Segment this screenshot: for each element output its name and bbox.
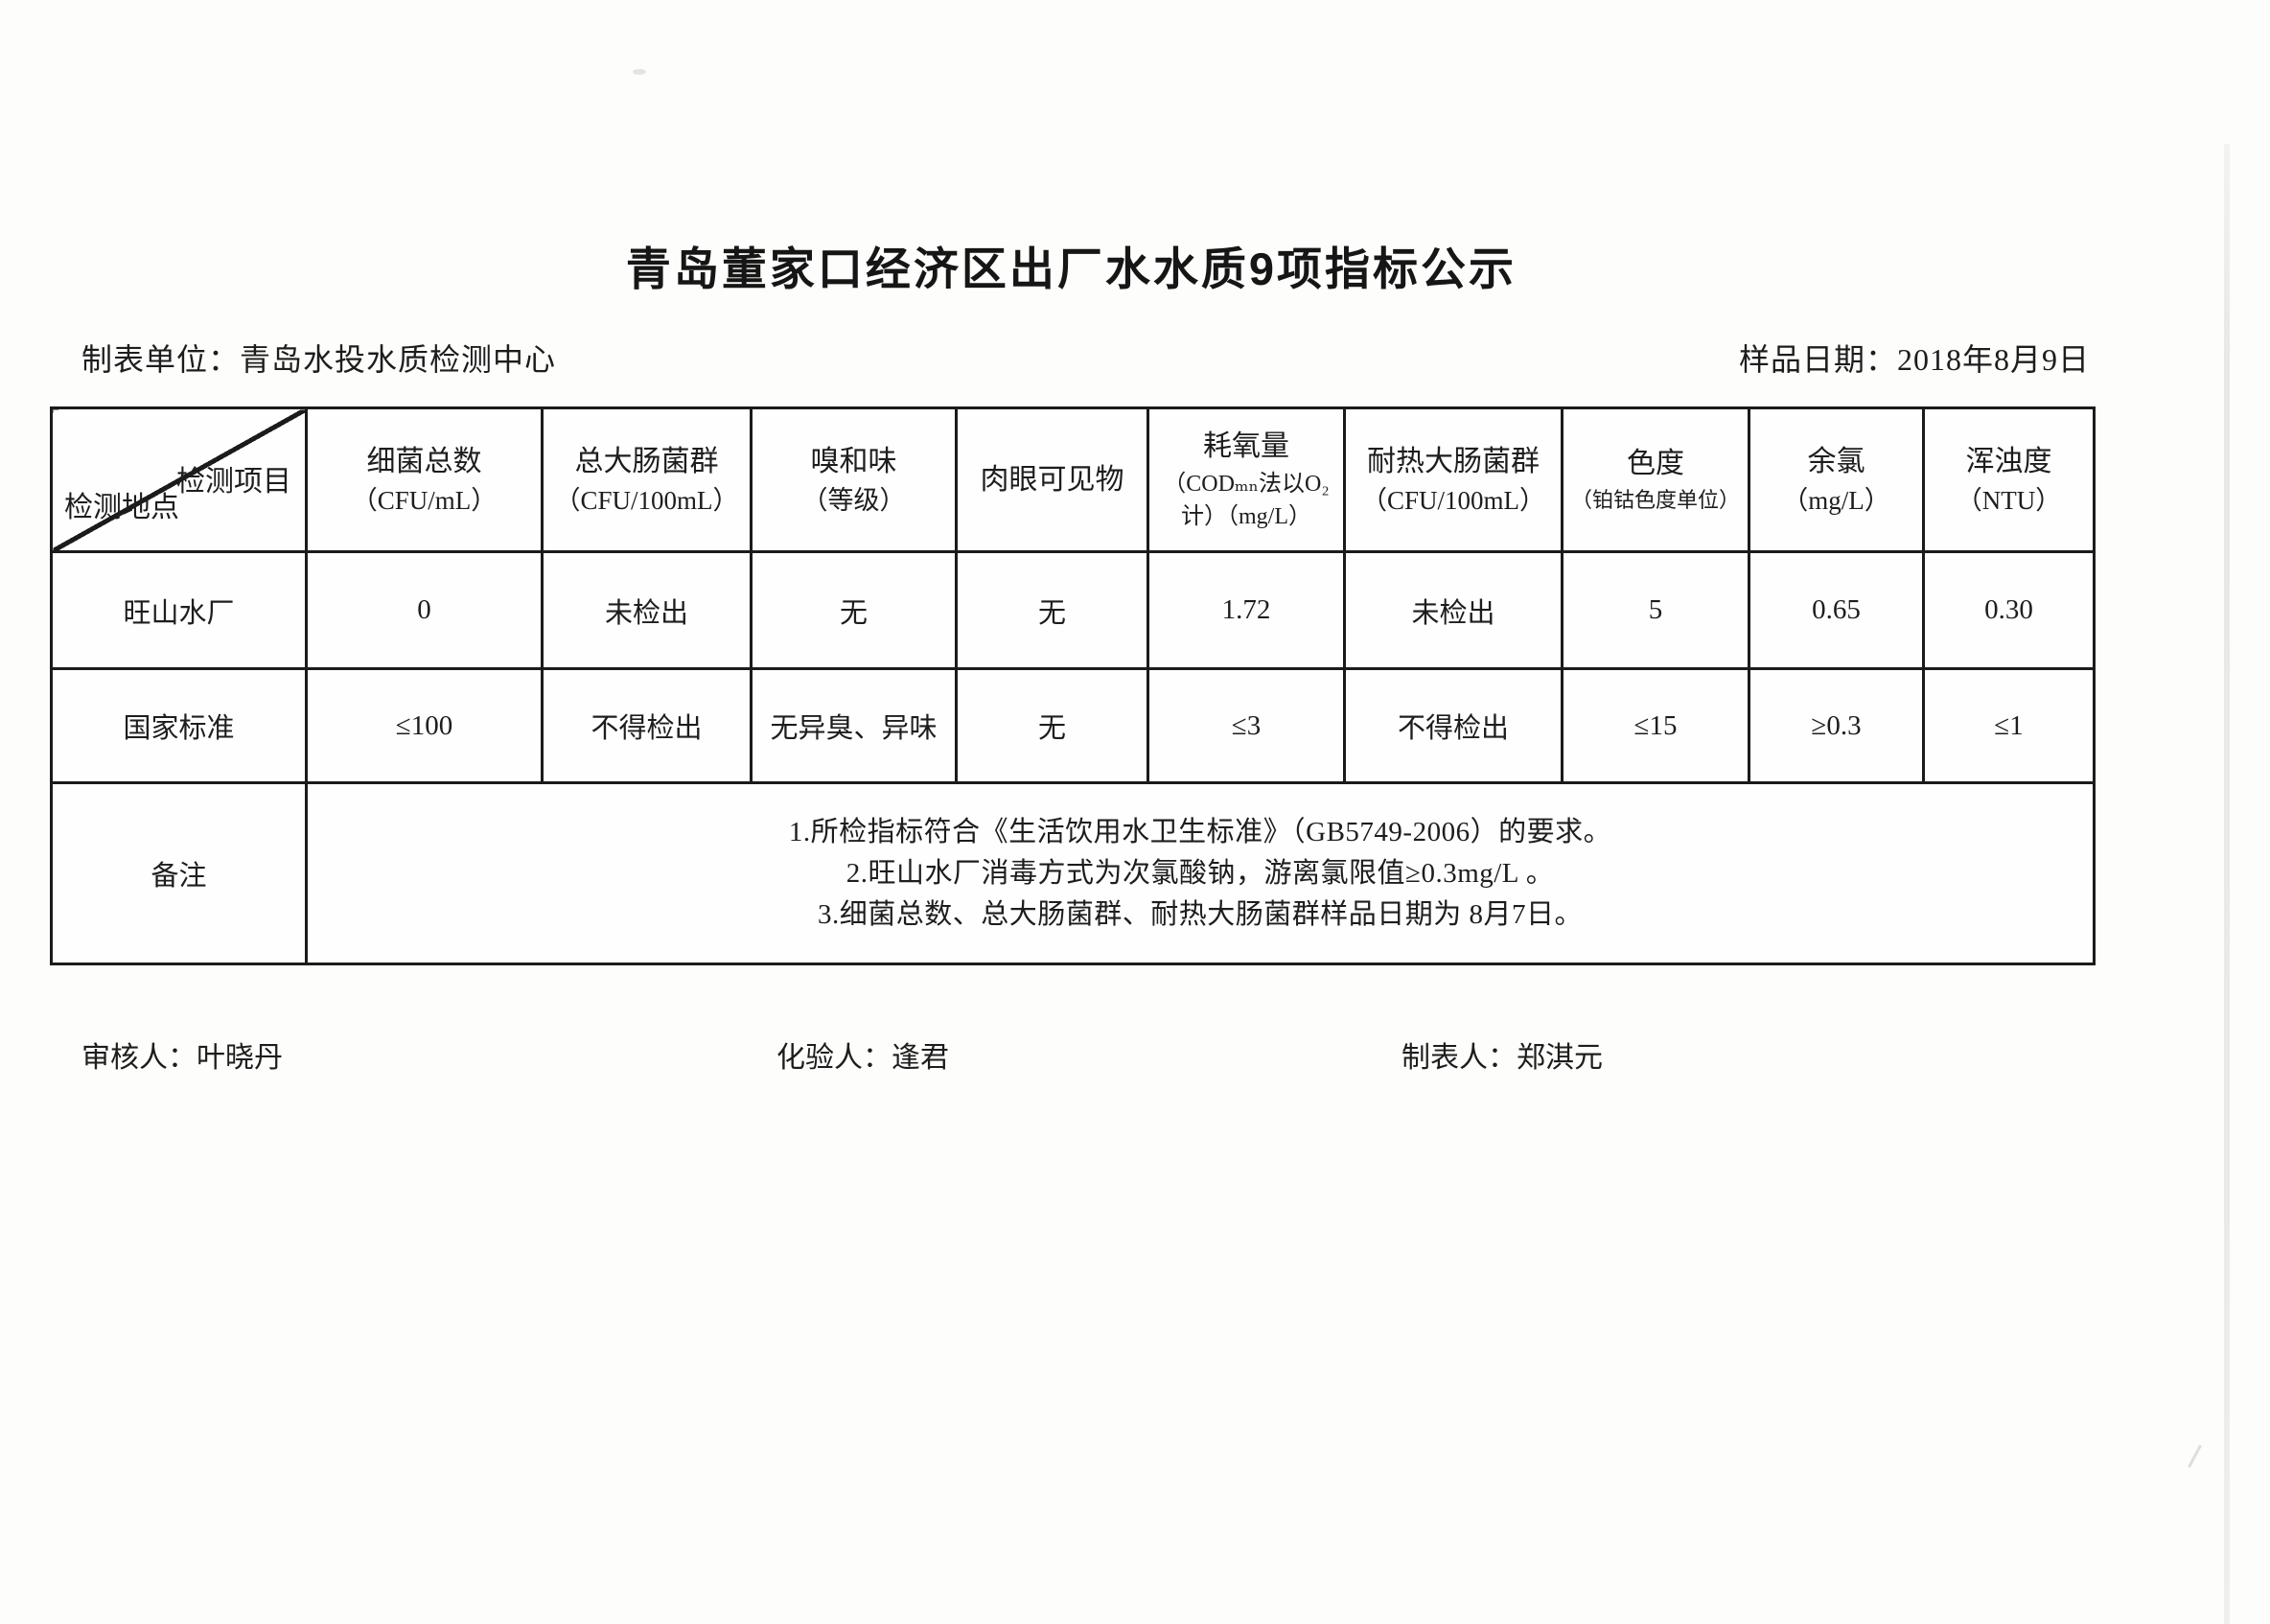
table-cell: 不得检出: [541, 667, 753, 784]
scan-artifact-line: [2224, 144, 2230, 1624]
table-cell: 1.72: [1147, 550, 1346, 670]
column-header-oxygen-consumption: 耗氧量 （CODₘₙ法以O₂计）（mg/L）: [1147, 406, 1346, 553]
table-cell: 0: [305, 550, 544, 670]
corner-cell: 检测项目 检测地点: [50, 406, 308, 553]
table-cell: 不得检出: [1343, 667, 1564, 784]
table-cell: ≥0.3: [1748, 667, 1925, 784]
table-cell: 0.65: [1748, 550, 1925, 670]
prepared-by-label: 制表单位：青岛水投水质检测中心: [81, 342, 557, 377]
column-header-color: 色度 （铂钴色度单位）: [1561, 406, 1750, 553]
note-line: 1.所检指标符合《生活饮用水卫生标准》（GB5749-2006）的要求。: [788, 816, 1612, 847]
scan-artifact-speck: [633, 69, 646, 75]
water-quality-table: 检测项目 检测地点 细菌总数 （CFU/mL） 总大肠菌群 （CFU/100mL…: [50, 406, 2096, 965]
sample-date-label: 样品日期：2018年8月9日: [1738, 342, 2090, 377]
reviewer-label: 审核人：叶晓丹: [81, 1042, 283, 1074]
table-cell: ≤3: [1147, 667, 1346, 784]
column-header-total-coliform: 总大肠菌群 （CFU/100mL）: [541, 406, 753, 553]
table-cell: 无: [955, 667, 1149, 784]
table-cell: 未检出: [541, 550, 753, 670]
table-row-wangshan: 旺山水厂 0 未检出 无 无 1.72 未检出 5 0.65 0.30: [50, 550, 2096, 670]
table-cell: 无: [750, 550, 958, 670]
column-header-turbidity: 浑浊度 （NTU）: [1922, 406, 2096, 553]
table-cell: 0.30: [1922, 550, 2096, 670]
notes-label: 备注: [50, 781, 308, 965]
tester-label: 化验人：逢君: [776, 1042, 949, 1074]
table-cell: 无: [955, 550, 1149, 670]
scan-artifact-tick: [2188, 1444, 2202, 1469]
column-header-visible-matter: 肉眼可见物: [955, 406, 1149, 553]
page-title: 青岛董家口经济区出厂水水质9项指标公示: [625, 244, 1517, 294]
row-label: 国家标准: [50, 667, 308, 784]
note-line: 2.旺山水厂消毒方式为次氯酸钠，游离氯限值≥0.3mg/L 。: [845, 857, 1555, 889]
corner-label-location: 检测地点: [64, 492, 179, 523]
preparer-label: 制表人：郑淇元: [1401, 1042, 1603, 1074]
column-header-odor: 嗅和味 （等级）: [750, 406, 958, 553]
column-header-bacteria: 细菌总数 （CFU/mL）: [305, 406, 544, 553]
table-cell: ≤100: [305, 667, 544, 784]
row-label: 旺山水厂: [50, 550, 308, 670]
table-row-national-standard: 国家标准 ≤100 不得检出 无异臭、异味 无 ≤3 不得检出 ≤15 ≥0.3…: [50, 667, 2096, 784]
table-cell: 5: [1561, 550, 1750, 670]
table-cell: ≤1: [1922, 667, 2096, 784]
table-cell: ≤15: [1561, 667, 1750, 784]
corner-label-items: 检测项目: [176, 466, 291, 498]
table-header-row: 检测项目 检测地点 细菌总数 （CFU/mL） 总大肠菌群 （CFU/100mL…: [50, 406, 2096, 553]
notes-cell: 1.所检指标符合《生活饮用水卫生标准》（GB5749-2006）的要求。 2.旺…: [305, 781, 2096, 965]
note-line: 3.细菌总数、总大肠菌群、耐热大肠菌群样品日期为 8月7日。: [817, 898, 1583, 930]
table-cell: 未检出: [1343, 550, 1564, 670]
table-row-notes: 备注 1.所检指标符合《生活饮用水卫生标准》（GB5749-2006）的要求。 …: [50, 781, 2096, 965]
column-header-residual-chlorine: 余氯 （mg/L）: [1748, 406, 1925, 553]
column-header-thermotolerant-coliform: 耐热大肠菌群 （CFU/100mL）: [1343, 406, 1564, 553]
table-cell: 无异臭、异味: [750, 667, 958, 784]
